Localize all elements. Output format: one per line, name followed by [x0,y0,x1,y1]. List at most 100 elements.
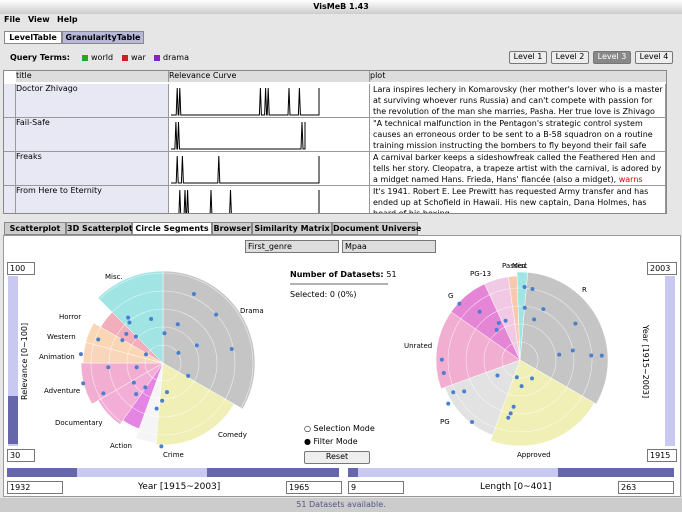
curve-line [171,87,320,116]
curve-line [178,189,320,213]
slider-value: 1915 [647,449,677,462]
level-button[interactable]: Level 1 [509,51,547,64]
radio[interactable]: ○ Selection Mode [304,424,375,433]
dot [229,346,234,351]
dot [175,322,180,327]
slider-value: 100 [7,262,35,275]
dot [511,404,516,409]
row-gutter [4,84,16,118]
level-button[interactable]: Level 3 [593,51,631,64]
slider-value: 1965 [286,481,342,494]
row-gutter [4,152,16,186]
curve-line [171,155,320,184]
plot-text: warns [618,175,643,184]
dot [134,365,139,370]
dot [191,291,196,296]
dot [508,411,513,416]
curve-cell [169,152,370,186]
dot [532,317,537,322]
segment-label: Crime [163,451,184,459]
level-button[interactable]: Level 4 [635,51,673,64]
dot [457,301,462,306]
dot [599,353,604,358]
segment-label: Horror [59,313,81,321]
slider-label: Year [1915~2003] [641,325,650,399]
title-cell: From Here to Eternity [16,186,169,213]
dot [124,331,129,336]
column-header[interactable]: Relevance Curve [169,71,370,82]
tab[interactable]: LevelTable [4,31,62,44]
v-slider[interactable] [8,276,18,446]
dot [134,392,139,397]
header-text: Relevance Curve [169,71,237,80]
dot [522,285,527,290]
dot [570,348,575,353]
segment [516,271,528,361]
dot [214,312,219,317]
h-slider[interactable] [7,468,339,477]
reset-button[interactable]: Reset [304,451,370,464]
relevance-curve [171,121,306,150]
segment-label: PG-13 [470,270,491,278]
dot [131,380,136,385]
menu-view[interactable]: View [28,15,50,24]
ring [72,272,254,454]
column-header[interactable]: plot [370,71,666,82]
dropdown[interactable]: First_genre [245,240,339,253]
dot [557,352,562,357]
tab[interactable]: Circle Segments [132,222,212,235]
slider-value: 2003 [647,262,677,275]
curve-line [171,121,306,150]
query-term: drama [163,53,189,62]
dot [589,353,594,358]
ring [465,305,575,415]
selected-info: Selected: 0 (0%) [290,290,357,299]
window-title: VisMeB 1.43 [313,2,369,11]
slider-label: Relevance [0~100] [20,322,29,400]
menu-file[interactable]: File [4,15,21,24]
dot [530,376,535,381]
dot [495,373,500,378]
curve-cell [169,186,370,213]
dot [81,381,86,386]
plot-text: It's 1941. Robert E. Lee Prewitt has req… [373,187,649,214]
plot-cell: It's 1941. Robert E. Lee Prewitt has req… [370,186,666,214]
segment-label: Misc [512,262,528,270]
v-slider[interactable] [665,276,675,446]
dot [496,321,501,326]
title-cell: Doctor Zhivago [16,84,169,118]
dot [194,343,199,348]
segment-label: Action [110,442,132,450]
datasets-label: Number of Datasets: 51 [290,270,397,279]
title-cell: Freaks [16,152,169,186]
ring [501,341,539,379]
segment-label: PG [440,418,450,426]
ring [429,269,611,451]
tab[interactable]: Document Universe [332,222,422,235]
segment-label: Drama [240,307,264,315]
tab[interactable]: GranularityTable [62,31,144,44]
level-button[interactable]: Level 2 [551,51,589,64]
segment [85,322,164,364]
plot-cell: Lara inspires lechery in Komarovsky (her… [370,84,666,118]
menu-help[interactable]: Help [57,15,78,24]
tab[interactable]: Scatterplot [4,222,66,235]
dot [477,309,482,314]
title-cell: Fail-Safe [16,118,169,152]
title-bar: VisMeB 1.43 [0,0,682,14]
dot [159,444,164,449]
dot [439,357,444,362]
h-slider[interactable] [348,468,674,477]
relevance-curve [178,189,320,213]
radio[interactable]: ● Filter Mode [304,437,358,446]
tab[interactable]: Similarity Matrix [252,222,332,235]
segment [135,362,164,443]
tab[interactable]: Browser [212,222,252,235]
dropdown[interactable]: Mpaa [342,240,436,253]
dot [78,352,83,357]
segment-label: Unrated [404,342,432,350]
column-header[interactable]: title [16,71,169,82]
dot [127,320,132,325]
tab[interactable]: 3D Scatterplot [66,222,133,235]
